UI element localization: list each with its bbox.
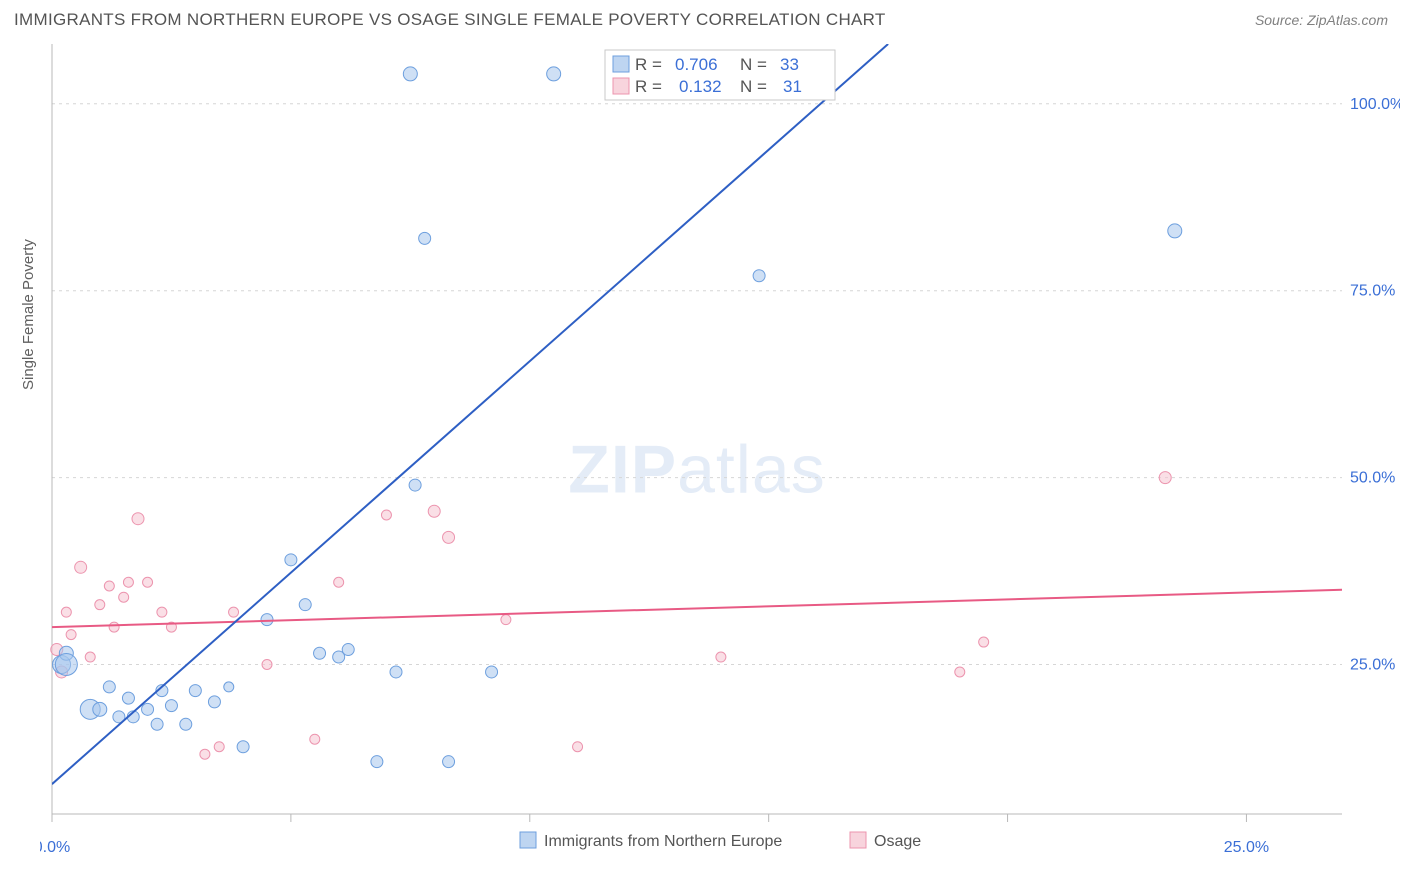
- chart-title: IMMIGRANTS FROM NORTHERN EUROPE VS OSAGE…: [14, 10, 886, 30]
- y-tick-label: 75.0%: [1350, 283, 1395, 300]
- regression-line: [52, 44, 888, 784]
- scatter-point: [180, 718, 192, 730]
- legend-swatch-blue: [613, 56, 629, 72]
- legend-n-label-pink: N =: [740, 77, 767, 96]
- scatter-point: [334, 577, 344, 587]
- scatter-point: [573, 742, 583, 752]
- chart-source: Source: ZipAtlas.com: [1255, 12, 1388, 28]
- scatter-point: [103, 681, 115, 693]
- scatter-point: [109, 622, 119, 632]
- y-tick-label: 50.0%: [1350, 470, 1395, 487]
- bottom-legend-label-pink: Osage: [874, 833, 921, 850]
- y-tick-label: 25.0%: [1350, 656, 1395, 673]
- scatter-point: [381, 510, 391, 520]
- legend-n-value-pink: 31: [783, 77, 802, 96]
- scatter-point: [342, 644, 354, 656]
- scatter-point: [753, 270, 765, 282]
- scatter-point: [75, 561, 87, 573]
- legend-r-value-blue: 0.706: [675, 55, 718, 74]
- scatter-point: [132, 513, 144, 525]
- y-axis-label: Single Female Poverty: [20, 239, 37, 390]
- x-tick-label: 0.0%: [40, 839, 70, 856]
- scatter-point: [200, 749, 210, 759]
- scatter-point: [979, 637, 989, 647]
- scatter-point: [95, 600, 105, 610]
- legend-swatch-pink: [613, 78, 629, 94]
- bottom-legend-swatch-pink: [850, 832, 866, 848]
- scatter-point: [955, 667, 965, 677]
- scatter-point: [55, 653, 77, 675]
- scatter-point: [261, 614, 273, 626]
- scatter-point: [310, 734, 320, 744]
- scatter-point: [419, 232, 431, 244]
- legend-r-label-pink: R =: [635, 77, 662, 96]
- scatter-point: [390, 666, 402, 678]
- source-prefix: Source:: [1255, 12, 1307, 28]
- scatter-point: [716, 652, 726, 662]
- scatter-point: [93, 702, 107, 716]
- scatter-point: [85, 652, 95, 662]
- scatter-point: [1168, 224, 1182, 238]
- scatter-point: [262, 659, 272, 669]
- scatter-point: [119, 592, 129, 602]
- scatter-point: [409, 479, 421, 491]
- scatter-point: [123, 577, 133, 587]
- scatter-point: [314, 647, 326, 659]
- bottom-legend-swatch-blue: [520, 832, 536, 848]
- chart-header: IMMIGRANTS FROM NORTHERN EUROPE VS OSAGE…: [0, 0, 1406, 32]
- chart-area: Single Female Poverty ZIPatlas25.0%50.0%…: [40, 40, 1406, 880]
- scatter-point: [66, 630, 76, 640]
- scatter-point: [165, 700, 177, 712]
- watermark: ZIPatlas: [568, 432, 825, 508]
- scatter-point: [208, 696, 220, 708]
- scatter-point: [371, 756, 383, 768]
- scatter-point: [224, 682, 234, 692]
- x-tick-label: 25.0%: [1224, 839, 1269, 856]
- scatter-point: [142, 703, 154, 715]
- scatter-point: [486, 666, 498, 678]
- legend-n-value-blue: 33: [780, 55, 799, 74]
- scatter-point: [547, 67, 561, 81]
- scatter-point: [285, 554, 297, 566]
- scatter-chart-svg: ZIPatlas 25.0% 50.0% 75.0% 100.0% 0.0% 25.0% R …: [40, 40, 1400, 880]
- scatter-point: [151, 718, 163, 730]
- regression-line: [52, 590, 1342, 627]
- scatter-point: [501, 615, 511, 625]
- scatter-point: [214, 742, 224, 752]
- scatter-point: [189, 685, 201, 697]
- scatter-point: [61, 607, 71, 617]
- bottom-legend-label-blue: Immigrants from Northern Europe: [544, 833, 782, 850]
- scatter-point: [143, 577, 153, 587]
- scatter-point: [229, 607, 239, 617]
- scatter-point: [443, 531, 455, 543]
- legend-r-label-blue: R =: [635, 55, 662, 74]
- legend-n-label-blue: N =: [740, 55, 767, 74]
- scatter-point: [122, 692, 134, 704]
- scatter-point: [104, 581, 114, 591]
- scatter-point: [443, 756, 455, 768]
- scatter-point: [428, 505, 440, 517]
- legend-r-value-pink: 0.132: [679, 77, 722, 96]
- scatter-point: [403, 67, 417, 81]
- scatter-point: [157, 607, 167, 617]
- scatter-point: [1159, 472, 1171, 484]
- scatter-point: [299, 599, 311, 611]
- scatter-point: [237, 741, 249, 753]
- y-tick-label: 100.0%: [1350, 96, 1400, 113]
- source-name: ZipAtlas.com: [1307, 12, 1388, 28]
